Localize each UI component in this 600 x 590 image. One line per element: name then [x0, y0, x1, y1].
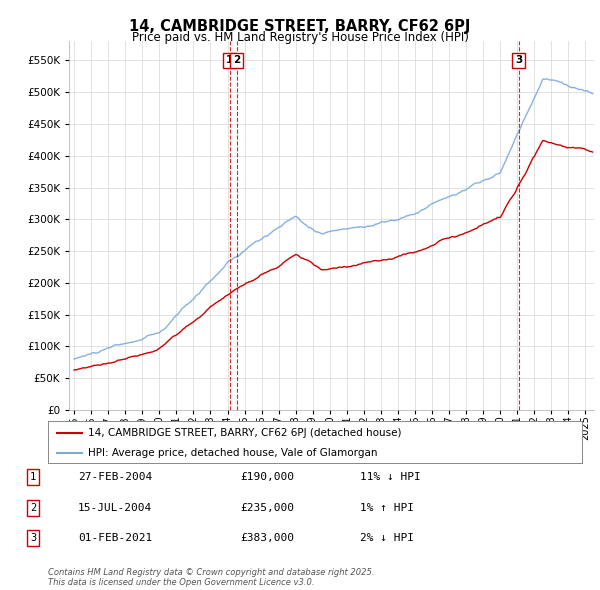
- Text: 15-JUL-2004: 15-JUL-2004: [78, 503, 152, 513]
- Text: £383,000: £383,000: [240, 533, 294, 543]
- Text: 3: 3: [30, 533, 36, 543]
- Text: £235,000: £235,000: [240, 503, 294, 513]
- Text: 27-FEB-2004: 27-FEB-2004: [78, 472, 152, 482]
- Text: 2: 2: [30, 503, 36, 513]
- Text: 1% ↑ HPI: 1% ↑ HPI: [360, 503, 414, 513]
- Text: £190,000: £190,000: [240, 472, 294, 482]
- Text: 11% ↓ HPI: 11% ↓ HPI: [360, 472, 421, 482]
- Text: 1: 1: [226, 55, 233, 65]
- Text: 14, CAMBRIDGE STREET, BARRY, CF62 6PJ (detached house): 14, CAMBRIDGE STREET, BARRY, CF62 6PJ (d…: [88, 428, 401, 438]
- Text: 2: 2: [233, 55, 241, 65]
- Text: HPI: Average price, detached house, Vale of Glamorgan: HPI: Average price, detached house, Vale…: [88, 448, 377, 457]
- Text: 01-FEB-2021: 01-FEB-2021: [78, 533, 152, 543]
- Text: 2% ↓ HPI: 2% ↓ HPI: [360, 533, 414, 543]
- Text: 1: 1: [30, 472, 36, 482]
- Text: 3: 3: [515, 55, 522, 65]
- Text: Price paid vs. HM Land Registry's House Price Index (HPI): Price paid vs. HM Land Registry's House …: [131, 31, 469, 44]
- Text: Contains HM Land Registry data © Crown copyright and database right 2025.: Contains HM Land Registry data © Crown c…: [48, 568, 374, 577]
- Text: 14, CAMBRIDGE STREET, BARRY, CF62 6PJ: 14, CAMBRIDGE STREET, BARRY, CF62 6PJ: [130, 19, 470, 34]
- Text: This data is licensed under the Open Government Licence v3.0.: This data is licensed under the Open Gov…: [48, 578, 314, 587]
